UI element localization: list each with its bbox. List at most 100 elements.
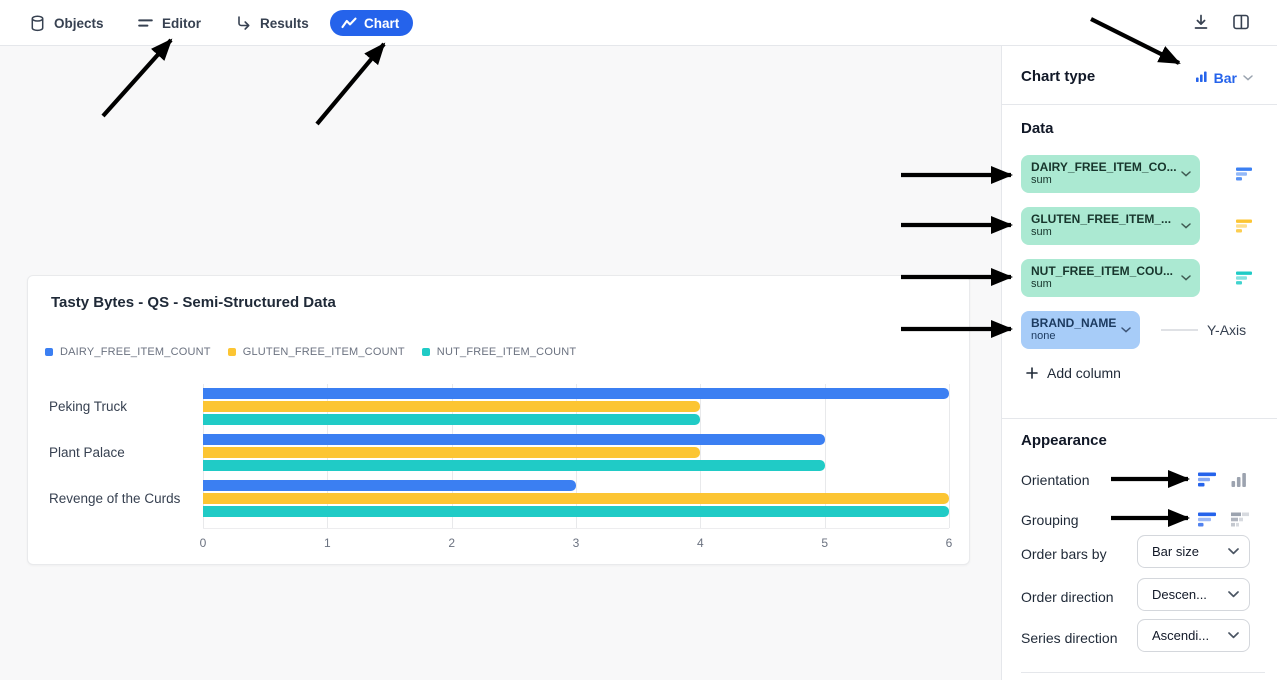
database-icon: [30, 14, 45, 32]
column-chip-brand-name[interactable]: BRAND_NAME none: [1021, 311, 1140, 349]
chart-type-value: Bar: [1213, 70, 1237, 86]
x-axis-tick-label: 3: [572, 536, 580, 550]
chart-tab-active[interactable]: Chart: [330, 10, 414, 36]
chevron-down-icon: [1243, 75, 1253, 81]
column-aggregation: none: [1031, 330, 1056, 342]
data-section-label: Data: [1021, 120, 1054, 137]
order-bars-by-select[interactable]: Bar size: [1137, 535, 1250, 568]
bar: [203, 460, 825, 471]
add-column-button[interactable]: Add column: [1026, 365, 1121, 381]
gridline: [824, 384, 826, 528]
series-direction-label: Series direction: [1021, 630, 1118, 646]
column-aggregation: sum: [1031, 226, 1052, 238]
legend-dot: [227, 348, 236, 356]
series-bars-icon-blue: [1236, 167, 1253, 186]
yaxis-connector-line: [1161, 329, 1198, 331]
gridline: [700, 384, 702, 528]
chart-title: Tasty Bytes - QS - Semi-Structured Data: [51, 294, 336, 311]
orientation-label: Orientation: [1021, 472, 1090, 488]
legend-dot: [421, 348, 430, 356]
horizontal-bars-icon-selected[interactable]: [1198, 472, 1217, 487]
chevron-down-icon[interactable]: [1181, 223, 1191, 229]
x-axis-tick-label: 4: [696, 536, 704, 550]
chart-plot-area: 0 1 2 3 4 5 6: [200, 384, 952, 550]
chart-tab-label: Chart: [364, 15, 400, 31]
objects-button[interactable]: Objects: [30, 0, 104, 46]
chart-type-label: Chart type: [1021, 68, 1096, 85]
chevron-down-icon[interactable]: [1181, 171, 1191, 177]
bar: [203, 401, 701, 412]
appearance-section-label: Appearance: [1021, 432, 1107, 449]
chevron-down-icon: [1228, 548, 1239, 555]
bar: [203, 447, 701, 458]
split-panel-icon: [1232, 13, 1250, 36]
editor-button[interactable]: Editor: [138, 0, 201, 46]
bar: [203, 388, 949, 399]
column-name: GLUTEN_FREE_ITEM_...: [1031, 212, 1172, 226]
x-axis-tick-label: 2: [448, 536, 455, 550]
series-bars-icon-yellow: [1236, 219, 1253, 238]
order-direction-select[interactable]: Descen...: [1137, 578, 1250, 611]
category-label: Revenge of the Curds: [49, 491, 181, 506]
order-direction-value: Descen...: [1152, 587, 1207, 602]
column-name: BRAND_NAME: [1031, 316, 1116, 330]
results-button[interactable]: Results: [235, 0, 309, 46]
x-axis-tick-label: 5: [821, 536, 828, 550]
legend-item: NUT_FREE_ITEM_COUNT: [421, 346, 577, 358]
column-name: DAIRY_FREE_ITEM_CO...: [1031, 160, 1176, 174]
results-label: Results: [260, 15, 309, 31]
bar: [203, 480, 576, 491]
order-bars-by-label: Order bars by: [1021, 546, 1107, 562]
series-direction-select[interactable]: Ascendi...: [1137, 619, 1250, 652]
bar: [203, 493, 949, 504]
orientation-toggle: [1198, 472, 1247, 487]
column-name: NUT_FREE_ITEM_COU...: [1031, 264, 1174, 278]
top-toolbar: Objects Editor Results Chart: [0, 0, 1277, 46]
panel-divider: [1021, 672, 1265, 673]
download-button[interactable]: [1192, 13, 1210, 36]
column-chip-nut[interactable]: NUT_FREE_ITEM_COU... sum: [1021, 259, 1200, 297]
chevron-down-icon: [1228, 591, 1239, 598]
chart-card: Tasty Bytes - QS - Semi-Structured Data …: [27, 275, 970, 565]
chevron-down-icon[interactable]: [1181, 275, 1191, 281]
objects-label: Objects: [54, 15, 104, 31]
series-bars-icon-teal: [1236, 271, 1253, 290]
gridline: [949, 384, 950, 528]
bar-chart-type-icon: [1195, 70, 1208, 86]
column-chip-gluten[interactable]: GLUTEN_FREE_ITEM_... sum: [1021, 207, 1200, 245]
bar: [203, 434, 825, 445]
column-aggregation: sum: [1031, 278, 1052, 290]
grouped-bars-icon-selected[interactable]: [1198, 512, 1217, 527]
chart-type-selector[interactable]: Bar: [1195, 70, 1253, 86]
download-icon: [1192, 13, 1210, 36]
panel-divider: [1002, 418, 1277, 419]
plus-icon: [1026, 367, 1038, 379]
chart-legend: DAIRY_FREE_ITEM_COUNT GLUTEN_FREE_ITEM_CO…: [45, 346, 576, 358]
panel-divider: [1002, 104, 1277, 105]
yaxis-label: Y-Axis: [1207, 322, 1247, 338]
legend-dot: [45, 348, 53, 356]
chart-canvas-area: Tasty Bytes - QS - Semi-Structured Data …: [0, 46, 1001, 680]
series-direction-value: Ascendi...: [1152, 628, 1210, 643]
grouping-toggle: [1198, 512, 1250, 527]
legend-label: DAIRY_FREE_ITEM_COUNT: [60, 346, 211, 358]
vertical-bars-icon[interactable]: [1231, 472, 1247, 487]
category-label: Peking Truck: [49, 399, 128, 414]
x-axis-tick-label: 0: [199, 536, 207, 550]
return-arrow-icon: [235, 15, 251, 31]
legend-item: GLUTEN_FREE_ITEM_COUNT: [227, 346, 405, 358]
bar: [203, 414, 701, 425]
x-axis-tick-label: 1: [323, 536, 331, 550]
order-direction-label: Order direction: [1021, 589, 1114, 605]
split-panel-button[interactable]: [1232, 13, 1250, 36]
line-chart-icon: [341, 17, 357, 29]
order-bars-by-value: Bar size: [1152, 544, 1199, 559]
category-label: Plant Palace: [49, 445, 125, 460]
column-chip-dairy[interactable]: DAIRY_FREE_ITEM_CO... sum: [1021, 155, 1200, 193]
bar: [203, 506, 949, 517]
chevron-down-icon[interactable]: [1121, 327, 1131, 333]
stacked-bars-icon[interactable]: [1231, 512, 1250, 527]
legend-item: DAIRY_FREE_ITEM_COUNT: [45, 346, 211, 358]
chevron-down-icon: [1228, 632, 1239, 639]
legend-label: NUT_FREE_ITEM_COUNT: [436, 346, 577, 358]
